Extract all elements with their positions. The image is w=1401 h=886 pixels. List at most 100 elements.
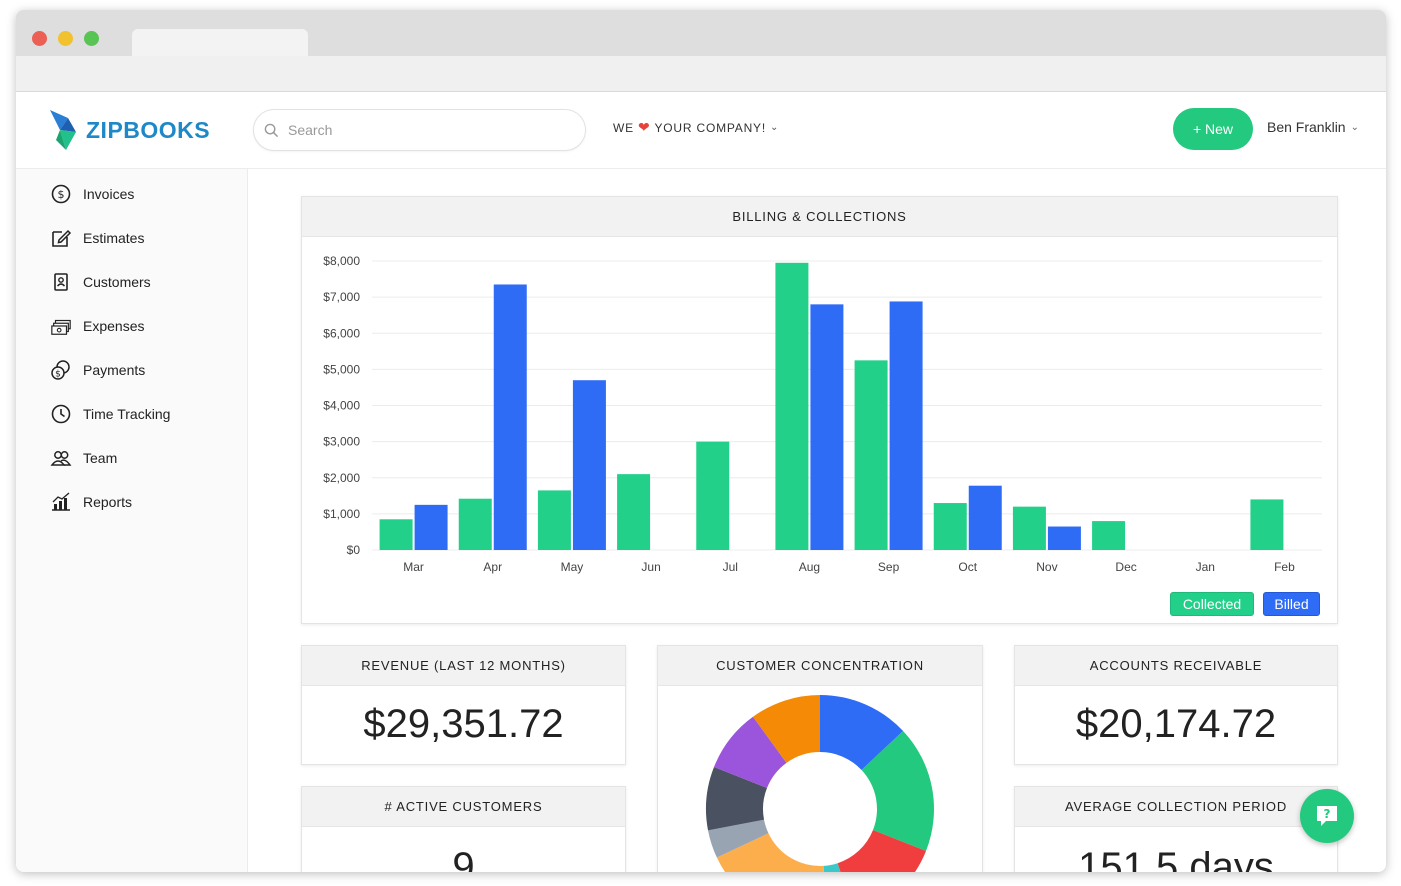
minimize-window-button[interactable] bbox=[58, 31, 73, 46]
donut-segment[interactable] bbox=[708, 819, 769, 858]
y-tick-label: $8,000 bbox=[323, 254, 360, 268]
billing-chart: $0 $1,000 $2,000 $3,000 $4,000 $5,000 $6,000 $7… bbox=[323, 254, 1322, 574]
bar-collected-jul bbox=[696, 441, 730, 550]
chevron-down-icon: ⌄ bbox=[770, 122, 780, 133]
sidebar-item-label: Reports bbox=[83, 494, 133, 510]
browser-window: ZIPBOOKS WE ❤ YOUR COMPANY! ⌄ + New Ben … bbox=[16, 10, 1386, 872]
active-customers-card: # ACTIVE CUSTOMERS 9 bbox=[301, 786, 626, 872]
y-tick-label: $6,000 bbox=[323, 326, 360, 340]
accounts-receivable-card: ACCOUNTS RECEIVABLE $20,174.72 bbox=[1014, 645, 1338, 765]
bar-collected-oct bbox=[933, 503, 967, 550]
y-tick-label: $0 bbox=[347, 543, 361, 557]
user-menu[interactable]: Ben Franklin ⌄ bbox=[1267, 119, 1359, 135]
users-icon bbox=[50, 451, 72, 466]
bar-collected-mar bbox=[379, 519, 413, 550]
user-name: Ben Franklin bbox=[1267, 119, 1346, 135]
legend-collected[interactable]: Collected bbox=[1170, 592, 1254, 616]
donut-segment[interactable] bbox=[716, 833, 827, 872]
x-tick-label: Jan bbox=[1196, 560, 1215, 574]
zipbooks-logo-icon bbox=[50, 110, 76, 150]
x-tick-label: Sep bbox=[878, 560, 900, 574]
bar-billed-may bbox=[572, 380, 606, 550]
company-prefix: WE bbox=[613, 120, 634, 135]
search-input[interactable] bbox=[288, 122, 548, 138]
accounts-receivable-value: $20,174.72 bbox=[1075, 702, 1277, 746]
card-title: CUSTOMER CONCENTRATION bbox=[658, 646, 982, 686]
x-tick-label: Mar bbox=[403, 560, 424, 574]
x-tick-label: Oct bbox=[958, 560, 977, 574]
sidebar-item-label: Payments bbox=[83, 362, 146, 378]
dashboard: BILLING & COLLECTIONS $0 $1,000 $2,000 $3,0… bbox=[248, 169, 1386, 872]
svg-text:$: $ bbox=[55, 370, 61, 380]
donut-segment[interactable] bbox=[837, 829, 926, 872]
company-switcher[interactable]: WE ❤ YOUR COMPANY! ⌄ bbox=[613, 119, 779, 136]
donut-segment[interactable] bbox=[706, 767, 768, 831]
bar-billed-sep bbox=[889, 301, 923, 550]
x-tick-label: Jul bbox=[723, 560, 738, 574]
sidebar-item-label: Expenses bbox=[83, 318, 145, 334]
sidebar-item-reports[interactable]: Reports bbox=[50, 490, 132, 514]
y-tick-label: $2,000 bbox=[323, 471, 360, 485]
sidebar-item-team[interactable]: Team bbox=[50, 446, 117, 470]
legend-billed[interactable]: Billed bbox=[1263, 592, 1320, 616]
sidebar-item-label: Team bbox=[83, 450, 118, 466]
maximize-window-button[interactable] bbox=[84, 31, 99, 46]
customer-concentration-card: CUSTOMER CONCENTRATION bbox=[657, 645, 983, 872]
zipbooks-logo[interactable]: ZIPBOOKS bbox=[48, 108, 210, 152]
bar-billed-apr bbox=[493, 284, 527, 550]
search-box[interactable] bbox=[253, 109, 586, 151]
x-tick-label: Nov bbox=[1036, 560, 1057, 574]
bar-collected-sep bbox=[854, 360, 888, 550]
chevron-down-icon: ⌄ bbox=[1350, 121, 1359, 133]
dollar-circle-icon: $ bbox=[51, 184, 71, 204]
revenue-value: $29,351.72 bbox=[363, 702, 564, 746]
browser-chrome bbox=[16, 10, 1386, 92]
sidebar-item-customers[interactable]: Customers bbox=[50, 270, 151, 294]
top-bar: ZIPBOOKS WE ❤ YOUR COMPANY! ⌄ + New Ben … bbox=[16, 92, 1386, 169]
active-customers-value: 9 bbox=[452, 845, 475, 872]
help-chat-button[interactable]: ? bbox=[1300, 789, 1354, 843]
x-tick-label: Apr bbox=[483, 560, 502, 574]
sidebar: $ Invoices Estimates Customers bbox=[16, 169, 248, 872]
sidebar-item-label: Invoices bbox=[83, 186, 135, 202]
sidebar-item-label: Time Tracking bbox=[83, 406, 171, 422]
sidebar-item-label: Customers bbox=[83, 274, 151, 290]
x-tick-label: Feb bbox=[1274, 560, 1295, 574]
x-tick-label: May bbox=[561, 560, 584, 574]
search-icon bbox=[264, 123, 279, 137]
y-tick-label: $5,000 bbox=[323, 362, 360, 376]
contact-book-icon bbox=[54, 273, 68, 291]
billing-collections-card: BILLING & COLLECTIONS $0 $1,000 $2,000 $3,0… bbox=[301, 196, 1338, 624]
card-title: BILLING & COLLECTIONS bbox=[302, 197, 1337, 237]
donut-segment[interactable] bbox=[823, 863, 856, 872]
sidebar-item-invoices[interactable]: $ Invoices bbox=[50, 182, 134, 206]
coins-icon: $ bbox=[51, 360, 70, 380]
sidebar-item-estimates[interactable]: Estimates bbox=[50, 226, 144, 250]
average-collection-period-value: 151.5 days bbox=[1078, 845, 1274, 872]
average-collection-period-card: AVERAGE COLLECTION PERIOD 151.5 days bbox=[1014, 786, 1338, 872]
browser-tab[interactable] bbox=[132, 29, 308, 59]
edit-square-icon bbox=[52, 229, 72, 247]
svg-text:?: ? bbox=[1324, 807, 1331, 821]
sidebar-item-expenses[interactable]: Expenses bbox=[50, 314, 144, 338]
donut-segment[interactable] bbox=[752, 695, 820, 763]
bar-collected-nov bbox=[1012, 506, 1046, 550]
y-tick-label: $4,000 bbox=[323, 399, 360, 413]
y-tick-label: $1,000 bbox=[323, 507, 360, 521]
clock-icon bbox=[51, 404, 71, 424]
sidebar-item-label: Estimates bbox=[83, 230, 145, 246]
logo-text: ZIPBOOKS bbox=[86, 116, 211, 143]
donut-segment[interactable] bbox=[820, 695, 904, 770]
card-title: AVERAGE COLLECTION PERIOD bbox=[1015, 787, 1337, 827]
help-chat-icon: ? bbox=[1317, 806, 1337, 826]
card-title: REVENUE (LAST 12 MONTHS) bbox=[302, 646, 625, 686]
donut-segment[interactable] bbox=[861, 730, 934, 851]
sidebar-item-payments[interactable]: $ Payments bbox=[50, 358, 145, 382]
bar-collected-aug bbox=[775, 262, 809, 550]
sidebar-item-time-tracking[interactable]: Time Tracking bbox=[50, 402, 170, 426]
donut-segment[interactable] bbox=[714, 716, 787, 789]
close-window-button[interactable] bbox=[32, 31, 47, 46]
x-tick-label: Aug bbox=[799, 560, 820, 574]
bar-billed-nov bbox=[1047, 526, 1081, 550]
new-button[interactable]: + New bbox=[1173, 108, 1253, 150]
